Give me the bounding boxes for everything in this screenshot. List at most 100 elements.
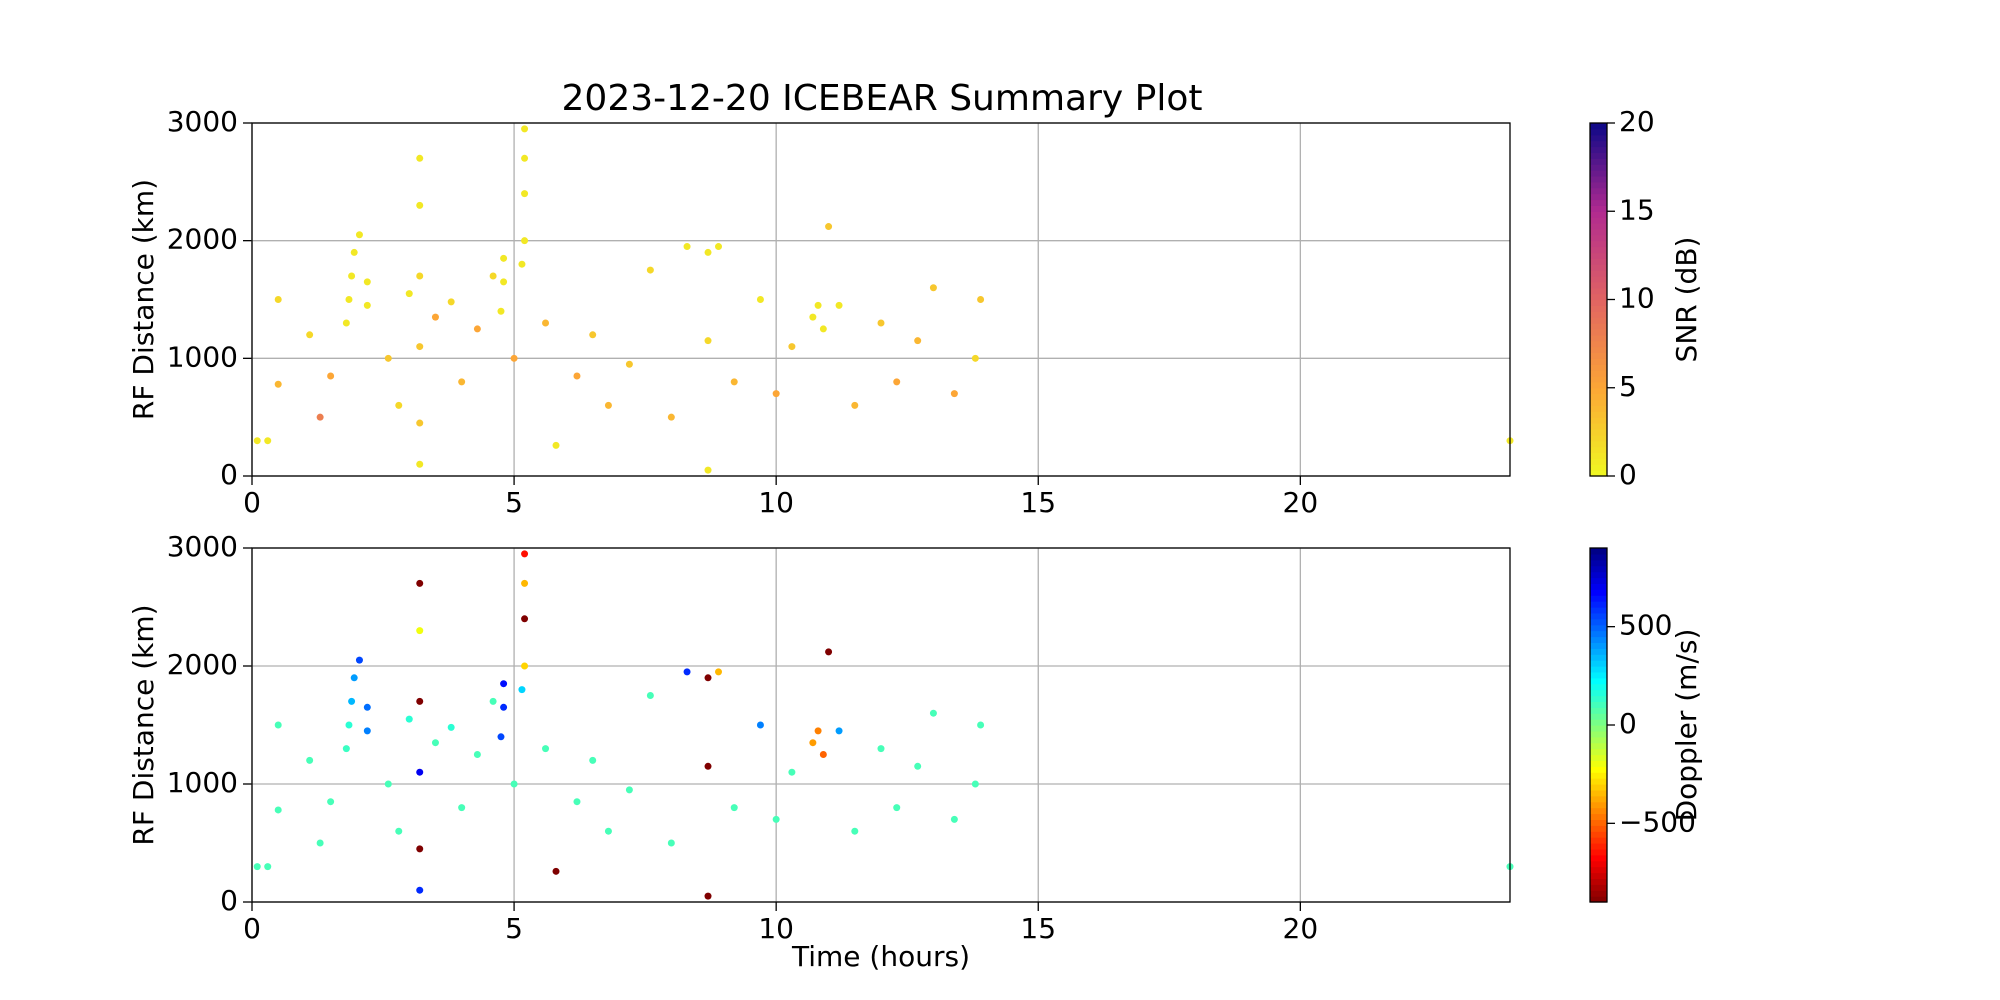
scatter-point bbox=[552, 867, 560, 875]
scatter-point bbox=[704, 248, 712, 256]
colorbar-step bbox=[1590, 742, 1607, 750]
colorbar-step bbox=[1590, 595, 1607, 602]
colorbar-step bbox=[1590, 719, 1607, 726]
colorbar-step bbox=[1590, 134, 1607, 142]
scatter-point bbox=[274, 721, 282, 729]
scatter-point bbox=[971, 780, 979, 788]
colorbar-step bbox=[1590, 223, 1607, 230]
scatter-point bbox=[363, 727, 371, 735]
colorbar-step bbox=[1590, 305, 1607, 312]
plot-area bbox=[252, 123, 1510, 476]
colorbar-step bbox=[1590, 854, 1607, 862]
y-tick-label: 3000 bbox=[167, 530, 238, 563]
scatter-point bbox=[788, 343, 796, 351]
scatter-point bbox=[977, 296, 985, 303]
scatter-point bbox=[363, 301, 371, 309]
colorbar-step bbox=[1590, 559, 1607, 567]
colorbar-step bbox=[1590, 837, 1607, 844]
scatter-point bbox=[646, 692, 654, 699]
colorbar-step bbox=[1590, 323, 1607, 330]
colorbar-step bbox=[1590, 364, 1607, 371]
scatter-point bbox=[521, 615, 529, 623]
scatter-point bbox=[500, 278, 508, 286]
colorbar-step bbox=[1590, 375, 1607, 383]
colorbar-step bbox=[1590, 630, 1607, 638]
scatter-point bbox=[625, 360, 633, 368]
scatter-point bbox=[521, 125, 529, 133]
colorbar-step bbox=[1590, 434, 1607, 442]
scatter-point bbox=[542, 745, 550, 753]
scatter-point bbox=[521, 237, 529, 245]
x-tick-label: 20 bbox=[1283, 912, 1319, 945]
scatter-point bbox=[342, 319, 350, 327]
colorbar-step bbox=[1590, 801, 1607, 809]
scatter-point bbox=[604, 827, 612, 835]
colorbar-step bbox=[1590, 784, 1607, 791]
scatter-point bbox=[814, 301, 822, 309]
scatter-point bbox=[355, 231, 363, 239]
scatter-point bbox=[573, 372, 581, 380]
scatter-point bbox=[589, 331, 597, 339]
scatter-point bbox=[809, 739, 817, 747]
scatter-point bbox=[510, 354, 518, 362]
colorbar-step bbox=[1590, 772, 1607, 779]
colorbar-step bbox=[1590, 654, 1607, 661]
colorbar-step bbox=[1590, 565, 1607, 573]
colorbar-step bbox=[1590, 217, 1607, 224]
colorbar-step bbox=[1590, 730, 1607, 738]
colorbar-step bbox=[1590, 577, 1607, 584]
scatter-point bbox=[950, 815, 958, 823]
scatter-point bbox=[819, 325, 827, 333]
colorbar-step bbox=[1590, 393, 1607, 401]
colorbar-step bbox=[1590, 618, 1607, 626]
colorbar-step bbox=[1590, 831, 1607, 838]
colorbar-step bbox=[1590, 258, 1607, 265]
scatter-point bbox=[416, 460, 424, 468]
scatter-point bbox=[667, 413, 675, 421]
y-tick-label: 2000 bbox=[167, 223, 238, 256]
scatter-point bbox=[704, 674, 712, 682]
scatter-point bbox=[348, 272, 356, 280]
colorbar-step bbox=[1590, 766, 1607, 773]
scatter-point bbox=[350, 248, 358, 256]
scatter-point bbox=[306, 331, 314, 339]
scatter-point bbox=[819, 751, 827, 758]
colorbar-step bbox=[1590, 346, 1607, 354]
colorbar-step bbox=[1590, 789, 1607, 797]
scatter-point bbox=[473, 325, 481, 333]
scatter-point bbox=[914, 337, 922, 345]
colorbar-step bbox=[1590, 246, 1607, 254]
colorbar-tick-label: 20 bbox=[1619, 105, 1655, 138]
colorbar-step bbox=[1590, 589, 1607, 596]
scatter-point bbox=[431, 313, 439, 321]
colorbar-step bbox=[1590, 825, 1607, 832]
scatter-point bbox=[500, 680, 508, 688]
scatter-point bbox=[405, 715, 413, 723]
colorbar-step bbox=[1590, 311, 1607, 318]
axes-frame bbox=[251, 122, 1511, 477]
scatter-point bbox=[877, 319, 885, 327]
colorbar-step bbox=[1590, 878, 1607, 885]
colorbar-tick-label: 0 bbox=[1619, 458, 1637, 491]
scatter-point bbox=[416, 768, 424, 776]
plot-area bbox=[252, 548, 1510, 902]
colorbar-step bbox=[1590, 701, 1607, 708]
colorbar-step bbox=[1590, 299, 1607, 306]
colorbar-step bbox=[1590, 736, 1607, 744]
colorbar-step bbox=[1590, 417, 1607, 424]
y-tick-label: 0 bbox=[220, 884, 238, 917]
colorbar-tick-label: −500 bbox=[1619, 805, 1696, 838]
colorbar-step bbox=[1590, 866, 1607, 874]
scatter-point bbox=[348, 697, 356, 705]
scatter-point bbox=[416, 697, 424, 705]
scatter-point bbox=[667, 839, 675, 847]
scatter-point bbox=[384, 354, 392, 362]
scatter-point bbox=[715, 668, 723, 676]
axes-frame bbox=[251, 547, 1511, 903]
scatter-point bbox=[274, 380, 282, 388]
scatter-point bbox=[473, 751, 481, 758]
scatter-point bbox=[772, 390, 780, 398]
colorbar-label: Doppler (m/s) bbox=[1670, 629, 1703, 822]
scatter-point bbox=[704, 892, 712, 900]
colorbar-step bbox=[1590, 683, 1607, 691]
